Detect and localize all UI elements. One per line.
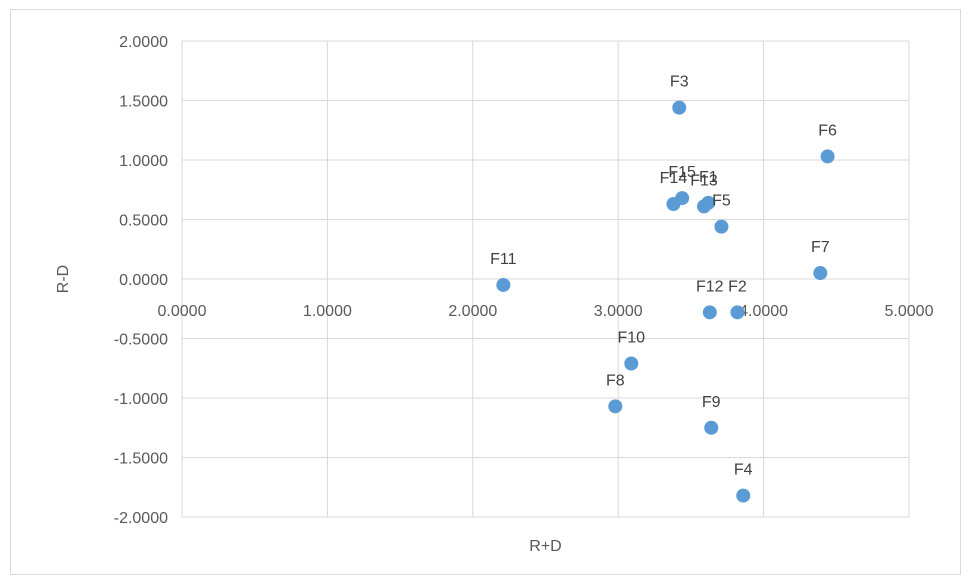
- data-point-f8: [608, 399, 623, 414]
- x-tick-label: 5.0000: [885, 303, 934, 320]
- y-tick-label: 0.5000: [119, 213, 168, 230]
- data-point-f13: [696, 199, 711, 214]
- data-points: [496, 100, 835, 503]
- data-point-f6: [820, 149, 835, 164]
- y-axis-title: R-D: [55, 265, 72, 293]
- data-point-f12: [702, 305, 717, 320]
- point-label-f6: F6: [818, 122, 837, 139]
- point-label-f14: F14: [660, 170, 688, 187]
- x-tick-label: 4.0000: [739, 303, 788, 320]
- point-label-f1: F1: [699, 169, 718, 186]
- data-point-f2: [730, 305, 745, 320]
- point-label-f3: F3: [670, 74, 689, 91]
- point-label-f9: F9: [702, 394, 721, 411]
- x-tick-label: 3.0000: [594, 303, 643, 320]
- data-point-f10: [624, 356, 639, 371]
- x-axis-title: R+D: [529, 538, 561, 555]
- y-tick-label: -2.0000: [114, 510, 168, 527]
- data-point-f5: [714, 219, 729, 234]
- y-tick-label: 0.0000: [119, 272, 168, 289]
- data-point-f7: [813, 266, 828, 281]
- data-point-f15: [675, 191, 690, 206]
- y-tick-label: -1.0000: [114, 391, 168, 408]
- point-label-f5: F5: [712, 193, 731, 210]
- point-label-f11: F11: [490, 251, 516, 268]
- y-tick-label: 2.0000: [119, 34, 168, 51]
- point-label-f12: F12: [696, 278, 724, 295]
- data-point-f4: [736, 488, 751, 503]
- data-point-f11: [496, 277, 511, 292]
- point-label-f13: F13: [690, 172, 718, 189]
- x-tick-label: 1.0000: [303, 303, 352, 320]
- y-tick-labels: 2.0000 1.5000 1.0000 0.5000 0.0000 -0.5000 -1.…: [114, 34, 168, 527]
- y-tick-label: -0.5000: [114, 332, 168, 349]
- y-tick-label: -1.5000: [114, 451, 168, 468]
- point-label-f4: F4: [734, 462, 753, 479]
- x-tick-label: 0.0000: [158, 303, 207, 320]
- point-label-f7: F7: [811, 239, 830, 256]
- data-point-f9: [704, 420, 719, 435]
- y-tick-label: 1.0000: [119, 153, 168, 170]
- point-label-f15: F15: [668, 164, 696, 181]
- x-tick-labels: 0.0000 1.0000 2.0000 3.0000 4.0000 5.0000: [158, 303, 934, 320]
- point-label-f10: F10: [617, 329, 645, 346]
- chart-frame: [10, 9, 961, 575]
- y-tick-label: 1.5000: [119, 94, 168, 111]
- x-tick-label: 2.0000: [448, 303, 497, 320]
- point-label-f8: F8: [606, 372, 625, 389]
- data-point-f3: [672, 100, 687, 115]
- gridlines: [181, 40, 910, 518]
- point-label-f2: F2: [728, 278, 747, 295]
